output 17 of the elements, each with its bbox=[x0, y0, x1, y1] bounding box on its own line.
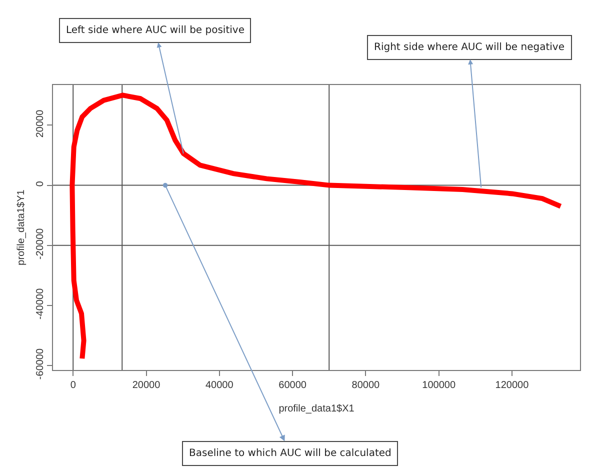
x-tick-label: 120000 bbox=[495, 380, 530, 391]
x-tick-label: 60000 bbox=[278, 380, 307, 391]
x-tick-label: 0 bbox=[70, 380, 76, 391]
x-tick-label: 40000 bbox=[205, 380, 234, 391]
x-tick-label: 20000 bbox=[132, 380, 161, 391]
annotation: Right side where AUC will be negative bbox=[374, 42, 564, 53]
y-tick-label: 20000 bbox=[35, 109, 46, 138]
y-tick-label: -60000 bbox=[35, 348, 46, 380]
x-tick-label: 80000 bbox=[352, 380, 380, 391]
y-tick-label: -40000 bbox=[35, 288, 46, 320]
y-axis-title: profile_data1$Y1 bbox=[16, 189, 27, 266]
annotation: Left side where AUC will be positive bbox=[66, 25, 244, 36]
x-tick-label: 100000 bbox=[422, 380, 456, 391]
x-axis-title: profile_data1$X1 bbox=[278, 404, 355, 414]
annotation: Baseline to which AUC will be calculated bbox=[189, 448, 392, 459]
y-tick-label: -20000 bbox=[35, 228, 46, 260]
y-tick-label: 0 bbox=[35, 180, 46, 187]
